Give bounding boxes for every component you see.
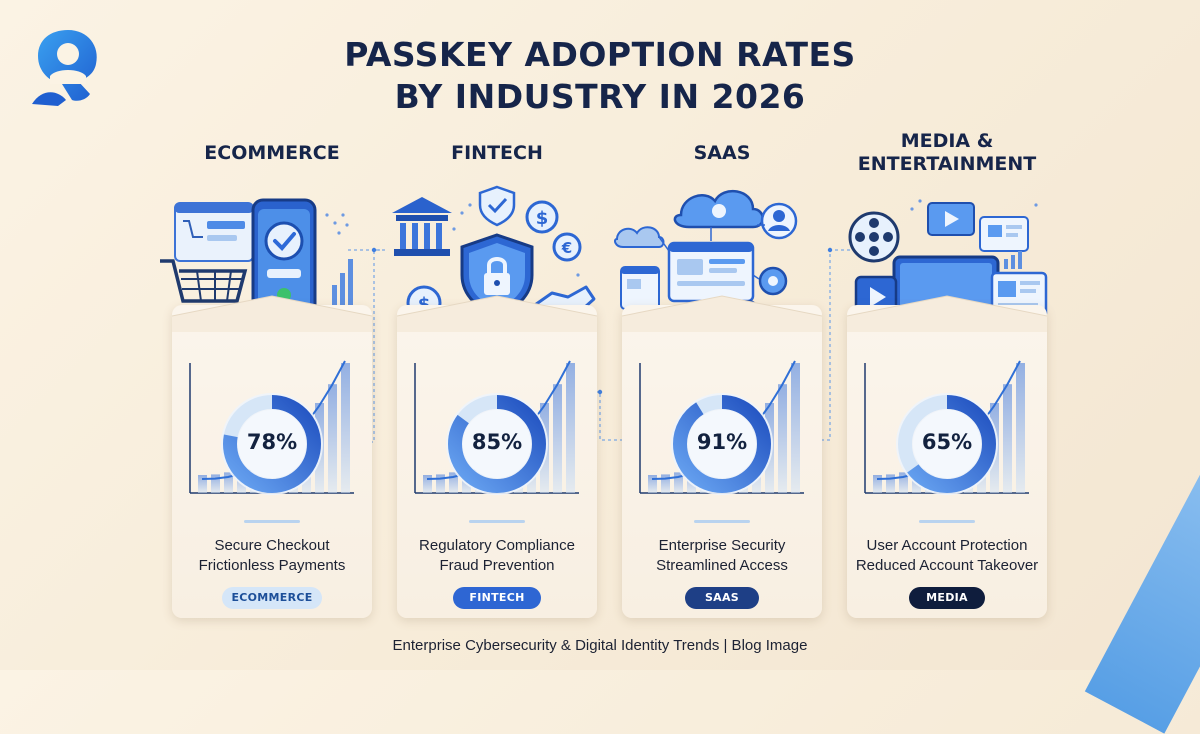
adoption-donut xyxy=(221,393,323,495)
footer-caption: Enterprise Cybersecurity & Digital Ident… xyxy=(392,637,808,654)
divider xyxy=(244,520,300,523)
description-line: Fraud Prevention xyxy=(439,557,555,574)
trend-bar xyxy=(436,474,445,493)
card-panel-cap xyxy=(847,292,1047,332)
description-line: User Account Protection xyxy=(866,537,1028,554)
trend-bar xyxy=(211,474,220,493)
title-line-2: BY INDUSTRY IN 2026 xyxy=(394,77,806,116)
shopping-cart-phone-checkmark-icon xyxy=(160,198,353,324)
adoption-donut xyxy=(896,393,998,495)
trend-bar xyxy=(778,384,787,493)
card-title-line: MEDIA & xyxy=(900,130,994,152)
donut-arc xyxy=(673,395,771,493)
industry-badge: SAAS xyxy=(685,587,759,609)
adoption-value-label: 85% xyxy=(471,430,523,454)
industry-card-ecommerce: ECOMMERCE 78% Secure Checkout Frictionle… xyxy=(160,130,372,618)
card-title-line: SAAS xyxy=(693,142,751,164)
page-title: PASSKEY ADOPTION RATES BY INDUSTRY IN 20… xyxy=(250,34,950,118)
card-title: FINTECH xyxy=(387,142,607,165)
trend-bar xyxy=(661,474,670,493)
trend-bar xyxy=(674,472,683,493)
donut-arc xyxy=(898,395,996,493)
adoption-value-label: 65% xyxy=(921,430,973,454)
trend-bar xyxy=(553,384,562,493)
trend-bar xyxy=(1016,363,1025,493)
industry-badge: ECOMMERCE xyxy=(222,587,322,609)
card-title: ECOMMERCE xyxy=(162,142,382,165)
description-line: Streamlined Access xyxy=(656,557,788,574)
adoption-value-label: 91% xyxy=(696,430,748,454)
card-description: Regulatory Compliance Fraud Prevention xyxy=(387,536,607,576)
trend-bar xyxy=(566,363,575,493)
industry-card-fintech: FINTECH $ € $ 85% Regulatory Compliance … xyxy=(392,130,597,618)
passkey-logo-icon xyxy=(32,30,97,106)
trend-bar xyxy=(886,474,895,493)
description-line: Enterprise Security xyxy=(658,537,786,554)
trend-bar xyxy=(328,384,337,493)
description-line: Reduced Account Takeover xyxy=(855,557,1039,574)
card-title: MEDIA & ENTERTAINMENT xyxy=(837,130,1057,176)
trend-bar xyxy=(899,472,908,493)
description-line: Regulatory Compliance xyxy=(419,537,575,554)
industry-badge: MEDIA xyxy=(909,587,985,609)
trend-bar xyxy=(1003,384,1012,493)
description-line: Secure Checkout xyxy=(214,537,330,554)
adoption-donut xyxy=(671,393,773,495)
trend-bar xyxy=(224,472,233,493)
card-title-line: FINTECH xyxy=(451,142,543,164)
trend-bar xyxy=(873,475,882,493)
svg-text:€: € xyxy=(561,239,572,257)
industry-card-media-entertainment: MEDIA & ENTERTAINMENT 65% User Account P… xyxy=(847,130,1048,618)
decorative-stripe-right xyxy=(1084,426,1200,734)
card-description: Secure Checkout Frictionless Payments xyxy=(162,536,382,576)
industry-badge: FINTECH xyxy=(453,587,541,609)
divider xyxy=(469,520,525,523)
trend-bar xyxy=(423,475,432,493)
svg-text:$: $ xyxy=(536,208,549,229)
card-description: Enterprise Security Streamlined Access xyxy=(612,536,832,576)
card-title-line: ENTERTAINMENT xyxy=(857,153,1037,175)
card-panel-cap xyxy=(622,292,822,332)
card-panel-cap xyxy=(172,292,372,332)
trend-bar xyxy=(198,475,207,493)
card-title: SAAS xyxy=(612,142,832,165)
title-line-1: PASSKEY ADOPTION RATES xyxy=(344,35,856,74)
card-title-line: ECOMMERCE xyxy=(204,142,340,164)
trend-bar xyxy=(449,472,458,493)
divider xyxy=(694,520,750,523)
industry-card-saas: SAAS 91% Enterprise Security Streamlined… xyxy=(614,130,822,618)
donut-arc xyxy=(223,395,321,493)
divider xyxy=(919,520,975,523)
description-line: Frictionless Payments xyxy=(198,557,346,574)
card-description: User Account Protection Reduced Account … xyxy=(837,536,1057,576)
donut-arc xyxy=(448,395,546,493)
card-panel-cap xyxy=(397,292,597,332)
adoption-donut xyxy=(446,393,548,495)
adoption-value-label: 78% xyxy=(246,430,298,454)
trend-bar xyxy=(648,475,657,493)
trend-bar xyxy=(791,363,800,493)
trend-bar xyxy=(341,363,350,493)
